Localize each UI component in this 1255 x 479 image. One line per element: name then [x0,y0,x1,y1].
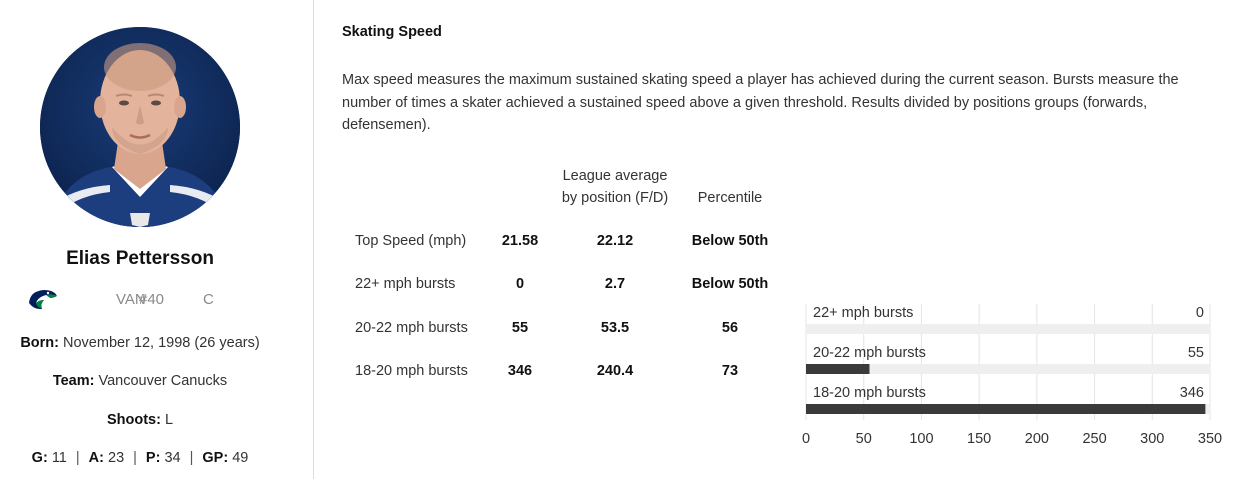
stat-value-goals: 11 [51,450,67,466]
chart-tick-label: 50 [856,431,872,447]
player-headshot-icon [40,27,240,227]
section-description: Max speed measures the maximum sustained… [342,72,1179,133]
player-card: Elias Pettersson VAN #40 C Born: Novembe… [0,0,314,479]
chart-bar [806,404,1206,414]
row-label: 18-20 mph bursts [355,363,468,379]
row-value: 21.58 [501,233,539,249]
shoots-value: L [164,412,174,428]
chart-tick-label: 0 [802,431,810,447]
chart-bar-track [806,364,1210,374]
stat-separator: | [75,450,80,466]
row-league-average: 2.7 [604,276,626,292]
team-row: VAN #40 C [26,287,286,313]
chart-value-label: 55 [1188,345,1204,361]
chart-category-label: 18-20 mph bursts [813,385,926,401]
row-league-average: 22.12 [596,233,634,249]
column-header-league-average: League average by position (F/D) [540,165,690,209]
row-percentile: Below 50th [691,276,769,292]
stat-label-games-played: GP: [202,450,229,466]
shoots-label: Shoots: [106,412,161,428]
canucks-orca-logo-icon [26,287,60,313]
chart-bar-track [806,324,1210,334]
row-label: 22+ mph bursts [355,276,456,292]
player-position: C [203,291,214,308]
table-row: Top Speed (mph) 21.58 22.12 Below 50th [355,233,795,253]
chart-tick-label: 300 [1140,431,1164,447]
column-header-line: by position (F/D) [561,190,669,206]
stat-separator: | [189,450,194,466]
row-label: Top Speed (mph) [355,233,467,249]
team-abbreviation: VAN [116,291,146,308]
team-label: Team: [52,373,95,389]
row-league-average: 53.5 [600,320,630,336]
stat-value-points: 34 [164,450,181,466]
stat-label-points: P: [145,450,161,466]
player-name: Elias Pettersson [66,248,214,269]
jersey-number: #40 [139,291,165,308]
row-value: 55 [511,320,529,336]
row-value: 346 [507,363,533,379]
chart-category-label: 20-22 mph bursts [813,345,926,361]
season-stats: G: 11 | A: 23 | P: 34 | GP: 49 [0,450,280,466]
stat-label-assists: A: [88,450,104,466]
chart-value-label: 346 [1180,385,1204,401]
column-header-percentile: Percentile [697,190,763,206]
row-percentile: 56 [721,320,739,336]
team-value: Vancouver Canucks [98,373,228,389]
bursts-bar-chart-svg: 22+ mph bursts 0 20-22 mph bursts 55 18-20 m… [802,304,1222,447]
chart-tick-label: 150 [967,431,991,447]
table-row: 20-22 mph bursts 55 53.5 56 [355,320,795,340]
row-label: 20-22 mph bursts [355,320,468,336]
chart-tick-label: 100 [909,431,933,447]
row-percentile: 73 [721,363,739,379]
stat-separator: | [133,450,137,466]
row-percentile: Below 50th [691,233,769,249]
born-info: Born: November 12, 1998 (26 years) [0,335,280,351]
born-value: November 12, 1998 (26 years) [63,335,260,351]
column-header-line: League average [562,168,668,184]
stat-value-games-played: 49 [232,450,249,466]
shoots-info: Shoots: L [0,412,280,428]
chart-category-label: 22+ mph bursts [813,305,913,321]
row-value: 0 [515,276,525,292]
stat-value-assists: 23 [108,450,125,466]
stat-label-goals: G: [31,450,48,466]
bursts-bar-chart: 22+ mph bursts 0 20-22 mph bursts 55 18-20 m… [790,296,1230,466]
chart-tick-label: 350 [1198,431,1222,447]
table-row: 18-20 mph bursts 346 240.4 73 [355,363,795,383]
section-title: Skating Speed [342,24,442,40]
born-label: Born: [20,335,59,351]
chart-tick-label: 250 [1082,431,1106,447]
team-info: Team: Vancouver Canucks [0,373,280,389]
row-league-average: 240.4 [596,363,634,379]
chart-value-label: 0 [1196,305,1204,321]
chart-tick-label: 200 [1025,431,1049,447]
chart-bar [806,364,870,374]
table-row: 22+ mph bursts 0 2.7 Below 50th [355,276,795,296]
